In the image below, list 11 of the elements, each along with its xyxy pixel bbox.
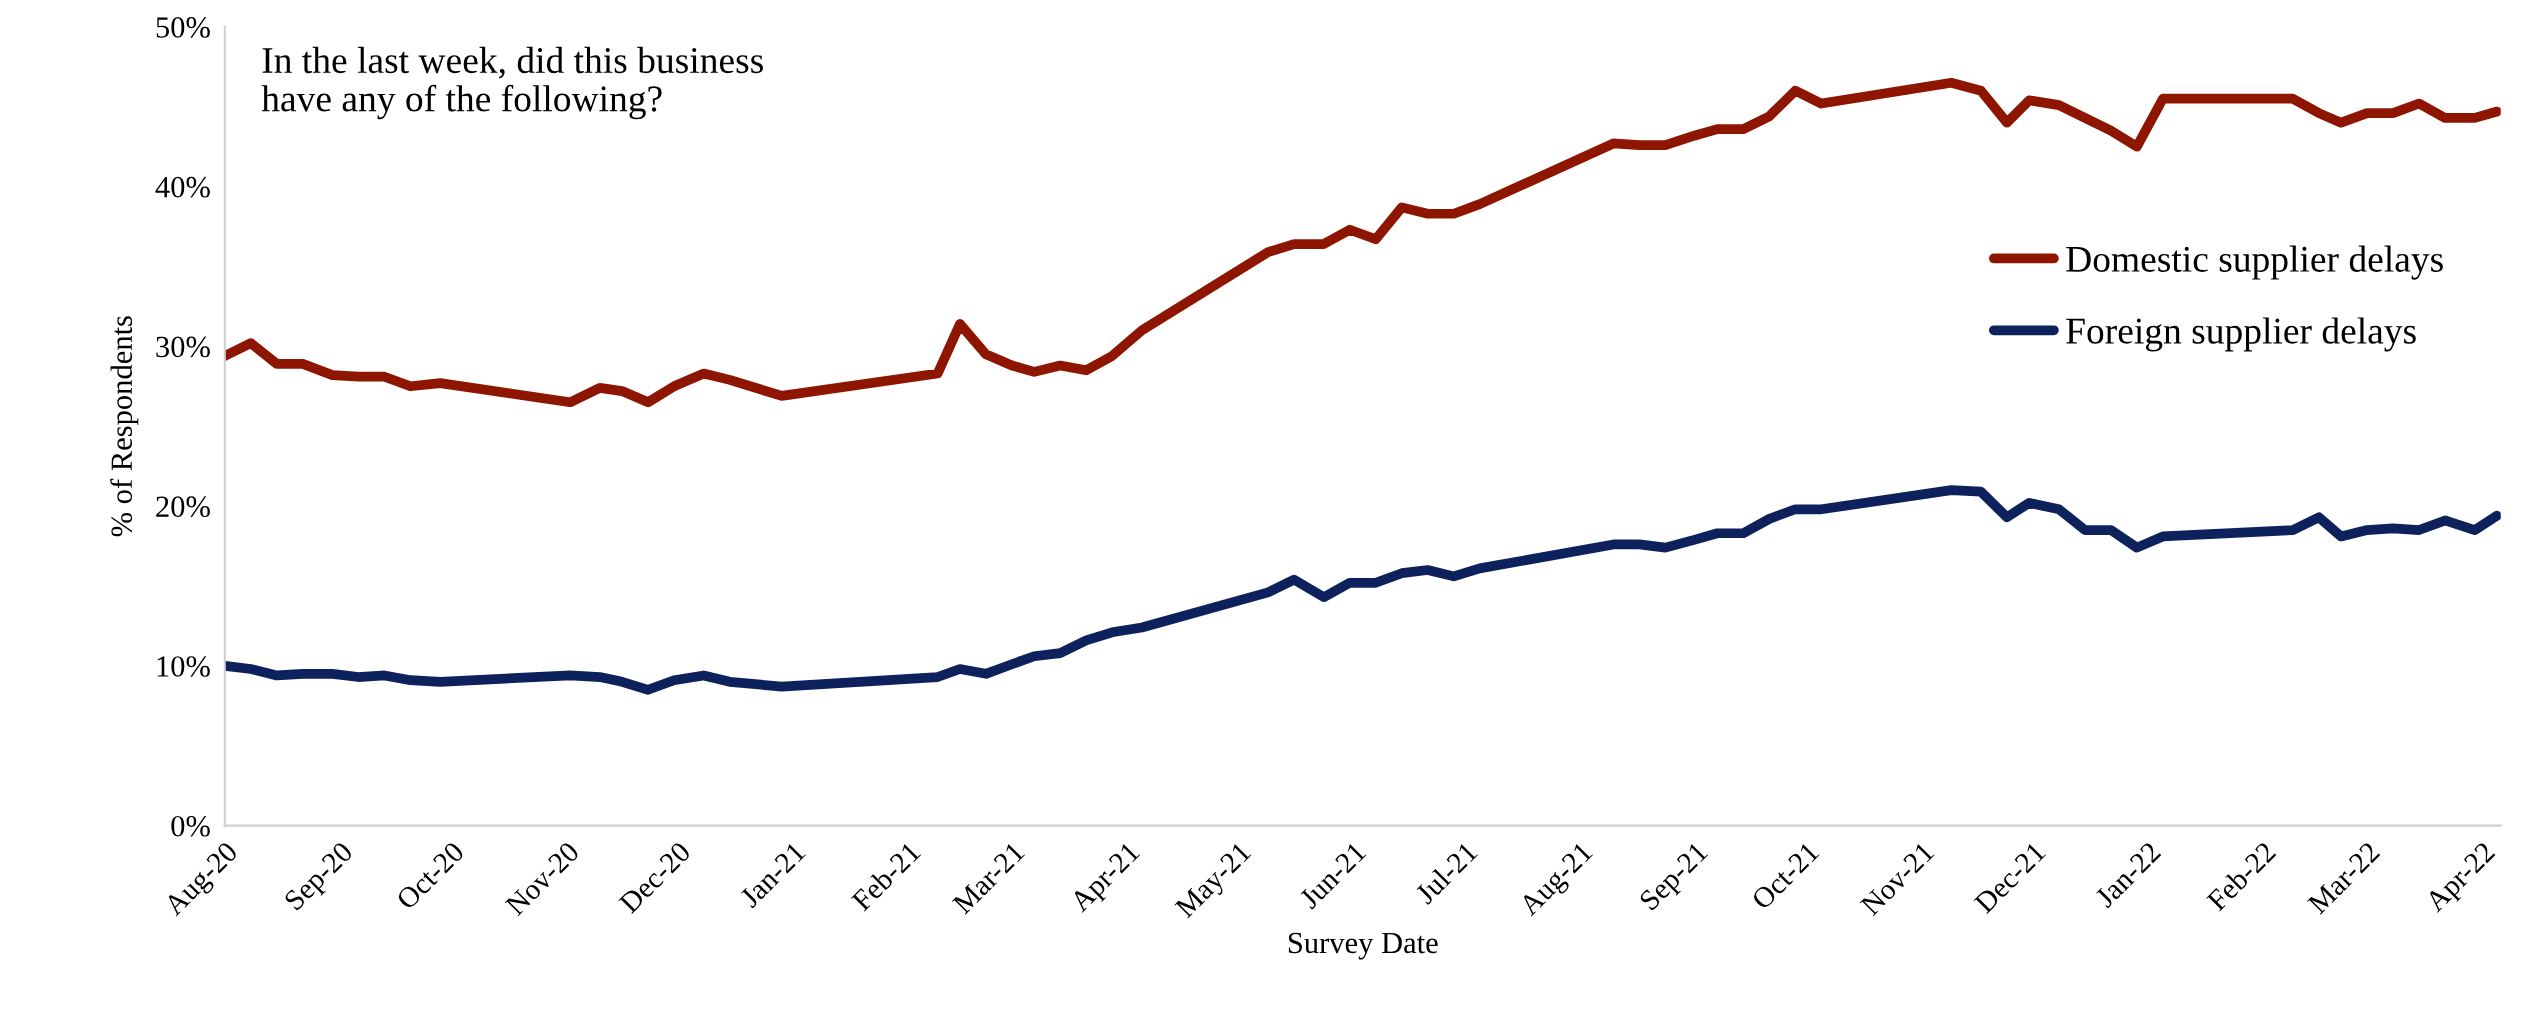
x-axis-title: Survey Date <box>1288 932 1438 960</box>
text: In the last week, did this business have any of the following? <box>261 46 763 120</box>
y-tick-label: 20% <box>156 496 210 518</box>
y-tick-label: 30% <box>156 336 210 358</box>
y-tick-label: 50% <box>156 17 210 38</box>
y-tick-label: 10% <box>157 656 210 677</box>
y-axis-title: % of Respondents <box>110 316 139 537</box>
y-tick-label: 40% <box>155 176 210 198</box>
legend-label: Foreign supplier delays <box>2066 317 2416 352</box>
y-tick-label: 0% <box>171 815 210 837</box>
legend-label: Domestic supplier delays <box>2066 245 2443 280</box>
